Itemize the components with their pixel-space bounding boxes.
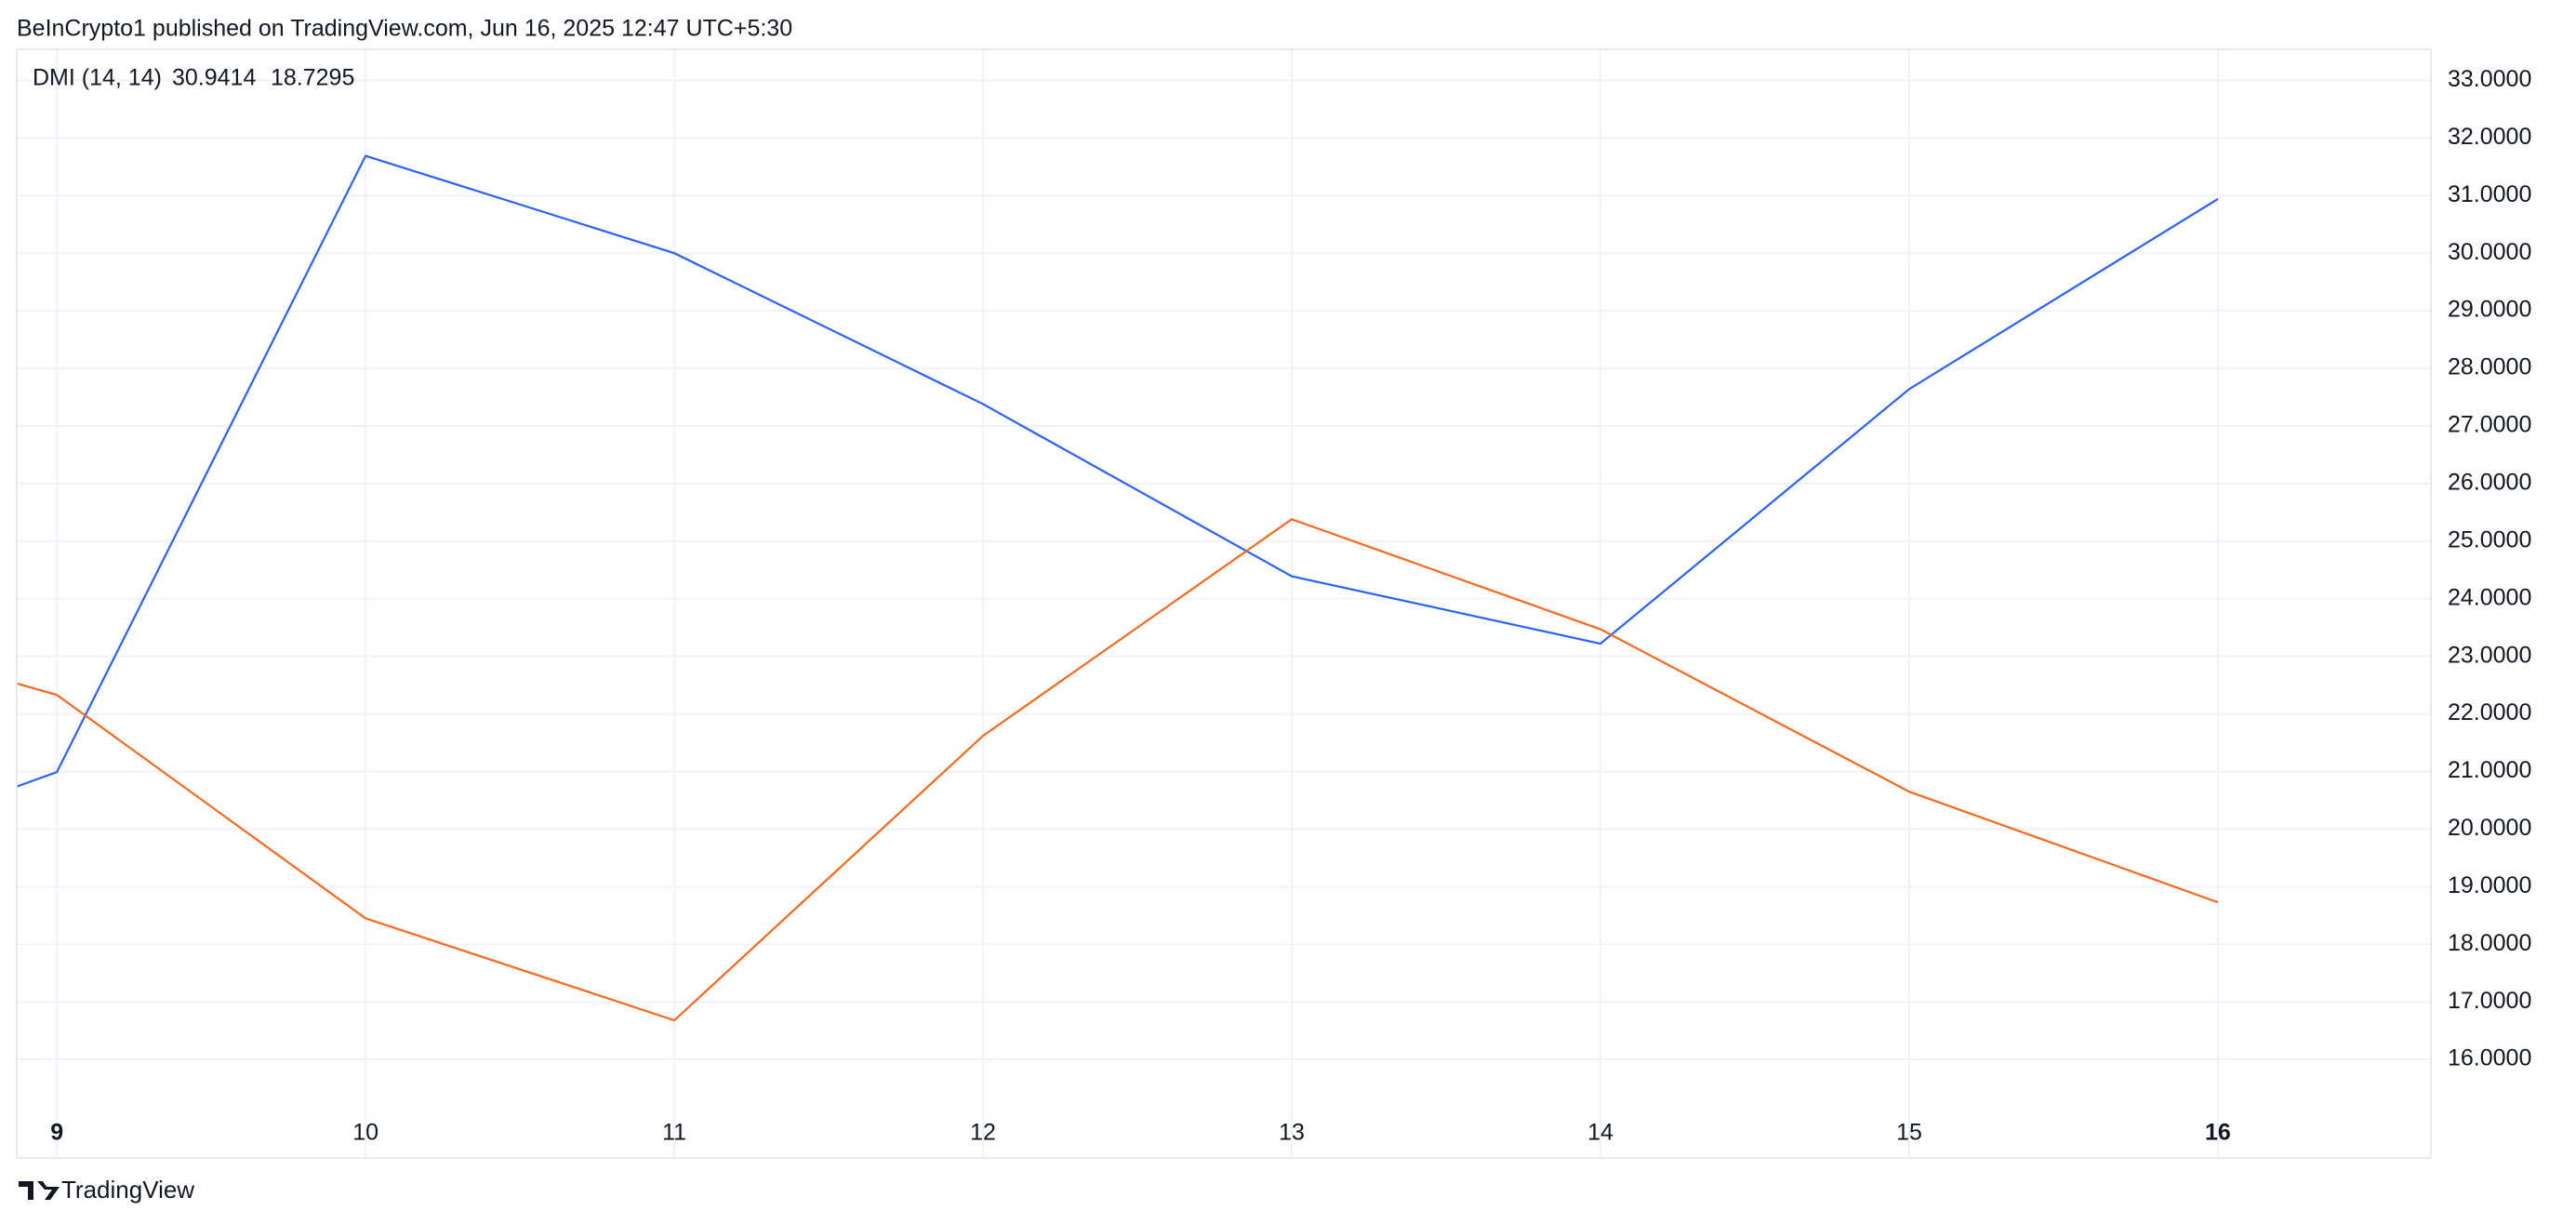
indicator-label: DMI (14, 14) [33,65,162,91]
legend-value: 30.9414 [172,65,256,91]
x-tick-label: 9 [50,1120,63,1146]
y-tick-label: 28.0000 [2448,354,2531,380]
y-tick-label: 26.0000 [2448,470,2531,496]
x-tick-label: 11 [662,1120,686,1146]
y-tick-label: 25.0000 [2448,526,2531,552]
brand[interactable]: TradingView [61,1176,194,1204]
brand-logo [19,1181,60,1200]
y-tick-label: 32.0000 [2448,124,2531,150]
y-tick-label: 22.0000 [2448,699,2531,725]
x-tick-label: 10 [352,1120,378,1146]
x-tick-label: 14 [1587,1120,1613,1146]
y-tick-label: 29.0000 [2448,297,2531,323]
x-tick-label: 16 [2205,1120,2231,1146]
y-tick-label: 27.0000 [2448,412,2531,438]
y-tick-label: 21.0000 [2448,757,2531,783]
x-tick-label: 13 [1279,1120,1305,1146]
y-tick-label: 30.0000 [2448,239,2531,265]
y-tick-label: 23.0000 [2448,642,2531,668]
y-tick-label: 19.0000 [2448,872,2531,898]
series-line [16,154,2219,788]
legend-value: 18.7295 [271,65,354,91]
y-tick-label: 33.0000 [2448,66,2531,92]
y-tick-label: 17.0000 [2448,988,2531,1014]
y-tick-label: 16.0000 [2448,1045,2531,1071]
header: BeInCrypto1 published on TradingView.com… [17,16,792,42]
x-tick-label: 15 [1896,1120,1922,1146]
y-tick-label: 18.0000 [2448,930,2531,956]
y-tick-label: 20.0000 [2448,815,2531,841]
series-line [16,518,2219,1022]
y-tick-label: 31.0000 [2448,181,2531,207]
y-tick-label: 24.0000 [2448,584,2531,610]
x-tick-label: 12 [970,1120,996,1146]
plot-frame [16,48,2432,1159]
